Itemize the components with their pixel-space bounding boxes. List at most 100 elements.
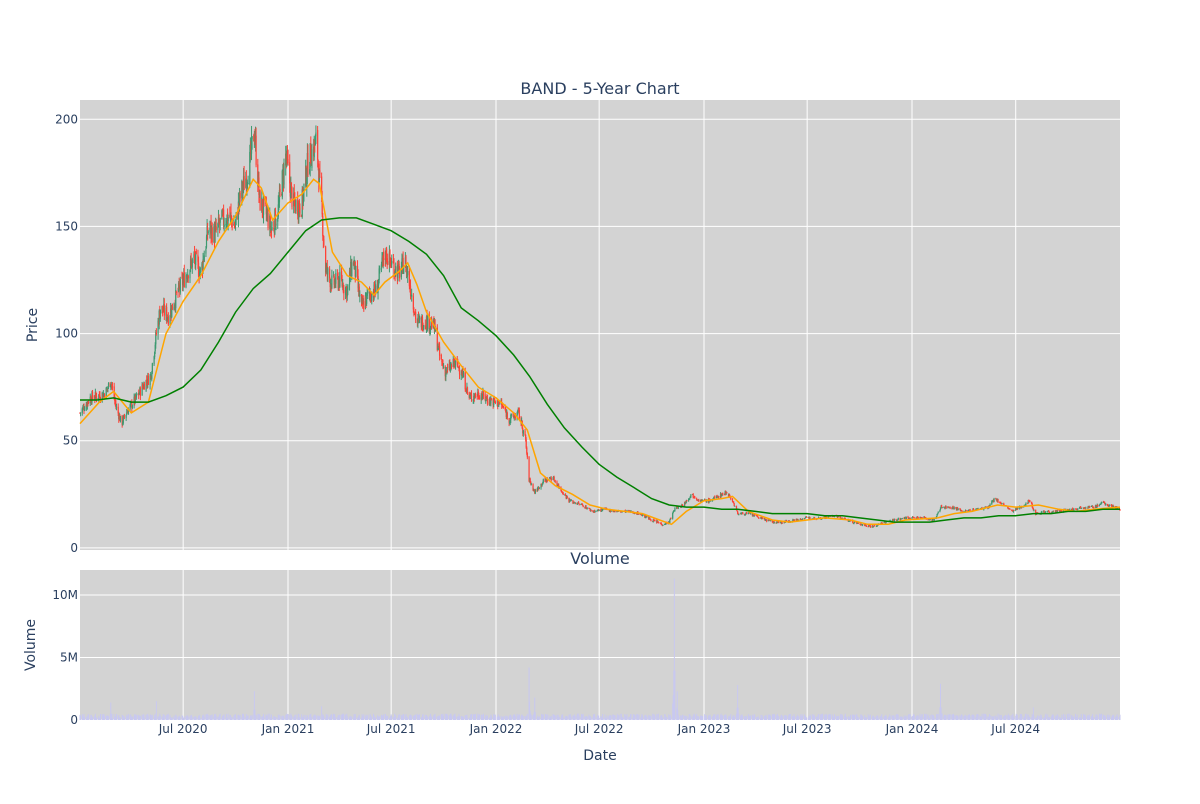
volume-bar: [767, 714, 769, 720]
volume-bar: [301, 717, 303, 720]
candle-body: [1100, 502, 1102, 505]
volume-bar: [459, 716, 461, 720]
candle-body: [836, 515, 838, 518]
volume-bar: [597, 716, 599, 720]
volume-bar: [996, 716, 998, 720]
price-y-tick-label: 200: [55, 112, 78, 126]
volume-bar: [217, 717, 219, 720]
candle-body: [233, 223, 236, 228]
volume-bar: [141, 714, 143, 720]
volume-bar: [525, 717, 527, 720]
volume-bar: [211, 717, 213, 720]
candle-body: [518, 409, 520, 419]
volume-bar: [115, 716, 117, 720]
candle-body: [1101, 502, 1103, 503]
candle-body: [731, 499, 734, 502]
price-plot-area: [80, 100, 1120, 550]
volume-bar: [370, 717, 372, 720]
volume-bar: [557, 714, 559, 720]
candle-body: [1017, 508, 1019, 510]
candle-body: [497, 400, 499, 407]
candle-body: [205, 249, 207, 254]
volume-bar: [345, 717, 347, 720]
candle-body: [716, 495, 718, 497]
volume-bar: [1032, 715, 1034, 720]
volume-bar: [421, 714, 423, 720]
volume-bar: [822, 713, 824, 720]
volume-bar: [255, 715, 257, 720]
candle-body: [177, 291, 179, 293]
candle-body: [947, 506, 950, 508]
volume-bar: [257, 713, 259, 720]
candle-body: [1033, 509, 1035, 511]
candle-body: [370, 293, 372, 299]
volume-bar: [110, 713, 112, 720]
volume-bar: [953, 713, 955, 720]
volume-bar: [289, 714, 291, 720]
volume-bar: [936, 714, 938, 720]
volume-bar: [632, 718, 634, 720]
candle-body: [446, 367, 449, 369]
volume-bar: [404, 715, 406, 720]
volume-bar: [349, 715, 351, 720]
volume-bar: [434, 713, 436, 720]
volume-bar: [576, 715, 578, 720]
volume-bar: [697, 717, 699, 720]
volume-bar: [744, 716, 746, 720]
volume-bar: [939, 707, 941, 720]
volume-bar: [294, 714, 296, 720]
volume-bar: [449, 713, 451, 720]
volume-bar: [286, 713, 288, 720]
volume-bar: [194, 716, 196, 720]
candle-body: [773, 521, 775, 523]
volume-bar: [856, 714, 858, 720]
candle-body: [390, 263, 392, 267]
volume-bar: [892, 716, 894, 720]
candle-body: [722, 493, 724, 495]
candle-body: [999, 502, 1001, 504]
candle-body: [1053, 510, 1055, 512]
volume-bar: [1063, 717, 1065, 720]
candle-body: [82, 407, 84, 410]
candle-body: [360, 294, 363, 302]
volume-bar: [94, 715, 96, 720]
candle-body: [949, 507, 951, 509]
volume-bar: [428, 716, 430, 720]
volume-bar: [552, 714, 554, 720]
volume-bar: [514, 714, 516, 720]
candle-body: [525, 434, 527, 440]
volume-bar: [197, 717, 199, 720]
volume-bar: [241, 713, 243, 720]
volume-bar: [650, 715, 652, 720]
volume-bar: [1044, 714, 1046, 720]
volume-bar: [869, 714, 871, 720]
candle-body: [175, 291, 177, 293]
volume-bar: [171, 718, 173, 720]
volume-bar: [394, 716, 396, 720]
volume-bar: [633, 714, 635, 720]
volume-bar: [1061, 714, 1063, 720]
volume-bar: [762, 717, 764, 720]
candle-body: [1031, 501, 1033, 505]
volume-bar: [977, 713, 979, 720]
volume-bar: [318, 716, 320, 720]
volume-bar: [339, 714, 341, 720]
volume-bar: [665, 717, 667, 720]
volume-bar: [90, 714, 92, 720]
candle-body: [737, 511, 739, 514]
candle-body: [333, 276, 335, 285]
volume-bar: [620, 713, 622, 720]
volume-bar: [541, 714, 543, 720]
candle-body: [1073, 508, 1075, 511]
volume-bar: [809, 714, 811, 720]
volume-bar: [788, 714, 790, 720]
volume-bar: [1016, 714, 1018, 720]
candle-body: [717, 496, 719, 499]
volume-bar: [860, 714, 862, 720]
candle-body: [424, 325, 426, 327]
volume-bar: [411, 716, 413, 720]
candle-body: [735, 505, 738, 511]
volume-bar: [298, 717, 300, 720]
candle-body: [314, 137, 316, 146]
candle-body: [570, 500, 572, 502]
